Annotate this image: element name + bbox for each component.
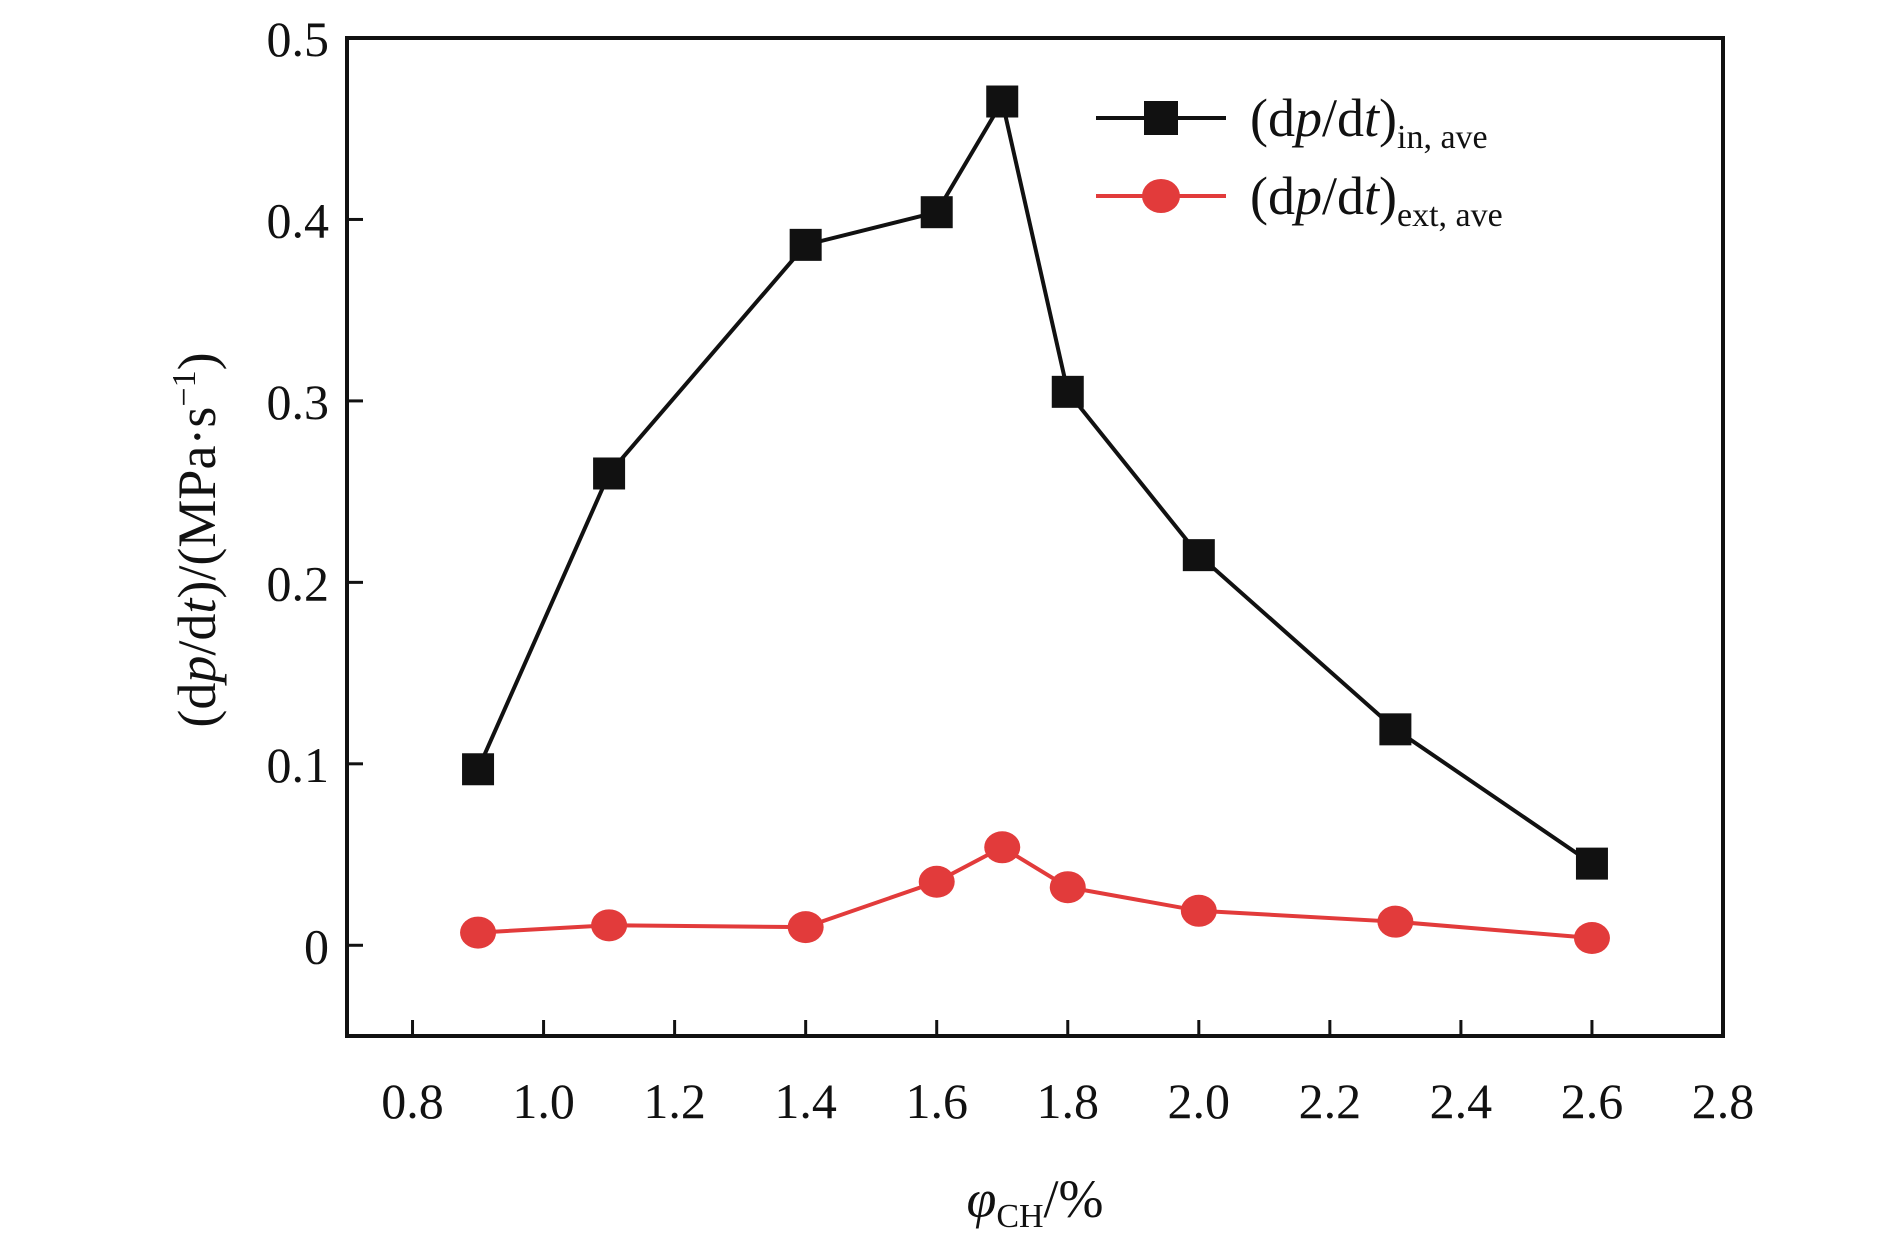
y-tick-label: 0 [304, 918, 329, 974]
x-axis-ticks: 0.8 1.0 1.2 1.4 1.6 1.8 2.0 2.2 2.4 2.6 2.8 [381, 1020, 1754, 1129]
legend-entry-in: (dp/dt)in, ave [1096, 88, 1488, 156]
y-tick-label: 0.5 [267, 11, 330, 67]
y-axis-ticks: 0 0.1 0.2 0.3 0.4 0.5 [267, 11, 363, 974]
series-layer [460, 85, 1610, 955]
data-point [787, 911, 824, 944]
x-tick-label: 1.2 [643, 1073, 706, 1129]
x-tick-label: 1.8 [1037, 1073, 1100, 1129]
legend-marker-circle [1142, 179, 1180, 213]
data-point [920, 196, 953, 229]
x-tick-label: 2.0 [1168, 1073, 1231, 1129]
data-point [789, 228, 822, 261]
series-ext-ave [460, 831, 1610, 955]
x-axis-title: φCH/% [966, 1169, 1103, 1235]
plot-frame [345, 36, 1725, 1038]
data-point [918, 865, 955, 898]
data-point [1575, 847, 1608, 880]
legend-entry-ext: (dp/dt)ext, ave [1096, 166, 1503, 234]
x-tick-label: 2.2 [1299, 1073, 1362, 1129]
x-tick-label: 1.4 [774, 1073, 837, 1129]
x-tick-label: 2.4 [1430, 1073, 1493, 1129]
x-tick-label: 2.8 [1692, 1073, 1755, 1129]
legend-label-in: (dp/dt)in, ave [1250, 88, 1488, 156]
y-tick-label: 0.2 [267, 555, 330, 611]
x-tick-label: 2.6 [1561, 1073, 1624, 1129]
series-in-ave [462, 85, 1608, 880]
x-tick-label: 1.0 [512, 1073, 575, 1129]
legend: (dp/dt)in, ave (dp/dt)ext, ave [1096, 88, 1503, 234]
data-point [460, 916, 497, 949]
data-point [1051, 375, 1084, 408]
y-tick-label: 0.4 [267, 192, 330, 248]
data-point [984, 831, 1021, 864]
y-tick-label: 0.1 [267, 737, 330, 793]
data-point [1573, 922, 1610, 955]
x-tick-label: 1.6 [905, 1073, 968, 1129]
y-axis-title: (dp/dt)/(MPa·s−1) [166, 352, 227, 727]
data-point [591, 909, 628, 942]
data-point [1049, 871, 1086, 904]
data-point [1182, 539, 1215, 572]
data-point [1379, 713, 1412, 746]
data-point [1180, 894, 1217, 927]
data-point [1377, 905, 1414, 938]
legend-marker-square [1144, 101, 1178, 135]
data-point [593, 457, 626, 490]
legend-label-ext: (dp/dt)ext, ave [1250, 166, 1503, 234]
data-point [986, 85, 1019, 118]
series-line [477, 844, 1593, 941]
x-tick-label: 0.8 [381, 1073, 444, 1129]
y-tick-label: 0.3 [267, 374, 330, 430]
data-point [462, 753, 495, 786]
